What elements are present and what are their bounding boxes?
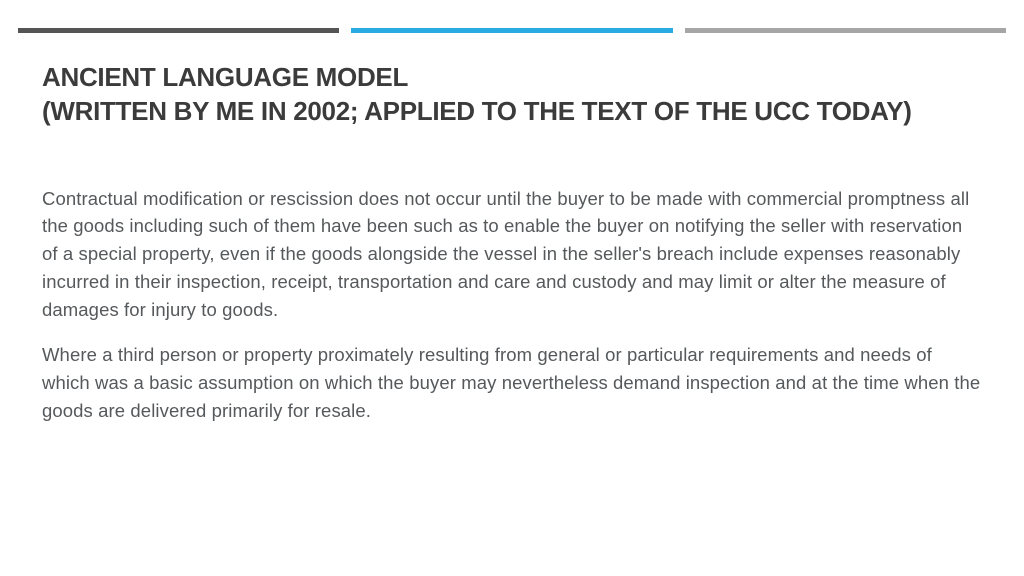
slide-content: ANCIENT LANGUAGE MODEL (WRITTEN BY ME IN…: [0, 33, 1024, 425]
title-line-1: ANCIENT LANGUAGE MODEL: [42, 62, 408, 92]
slide-title: ANCIENT LANGUAGE MODEL (WRITTEN BY ME IN…: [42, 61, 982, 129]
paragraph-1: Contractual modification or rescission d…: [42, 185, 982, 324]
decorative-top-bars: [0, 0, 1024, 33]
bar-light: [685, 28, 1006, 33]
bar-blue: [351, 28, 672, 33]
title-line-2: (WRITTEN BY ME IN 2002; APPLIED TO THE T…: [42, 96, 912, 126]
bar-dark: [18, 28, 339, 33]
paragraph-2: Where a third person or property proxima…: [42, 341, 982, 424]
